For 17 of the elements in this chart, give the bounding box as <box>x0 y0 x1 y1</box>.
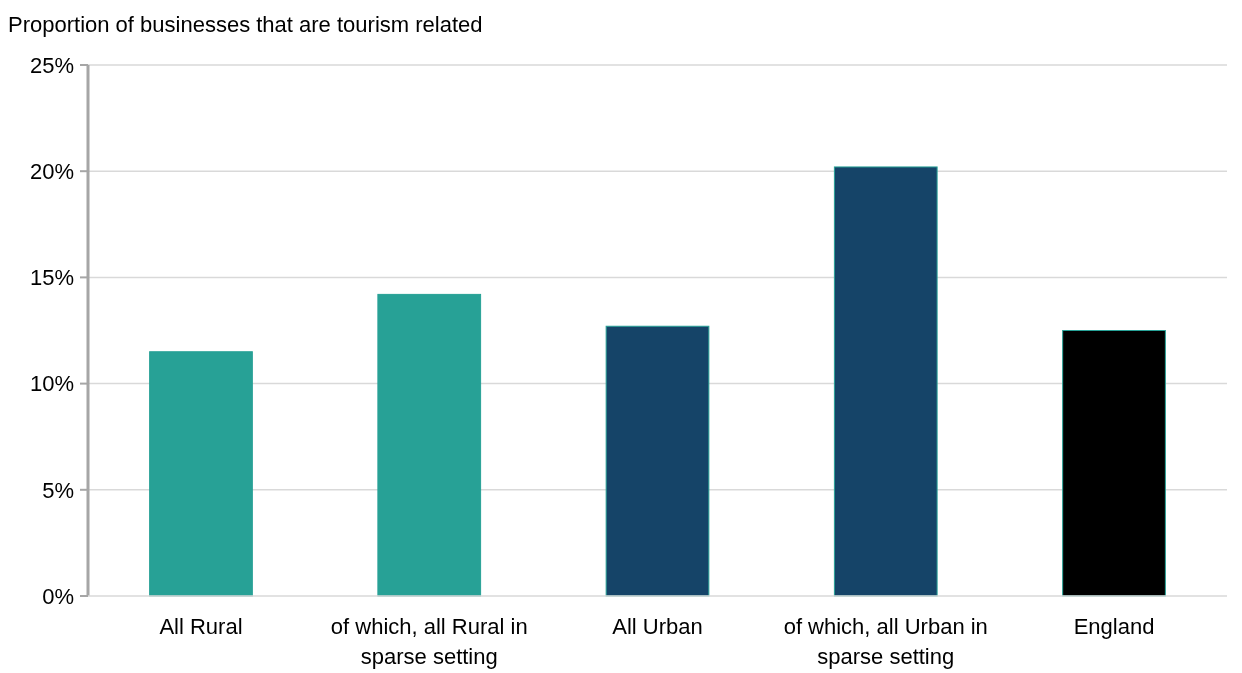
x-tick-label: All Rural <box>159 614 243 639</box>
y-tick-label: 15% <box>29 265 74 291</box>
y-tick-label: 0% <box>42 583 74 609</box>
x-tick-label: England <box>1073 614 1155 639</box>
x-tick-label: All Urban <box>612 614 703 639</box>
y-tick-label: 20% <box>29 158 74 184</box>
bar <box>1062 330 1166 597</box>
y-tick-label: 10% <box>29 371 74 397</box>
y-axis-title: Proportion of businesses that are tourism related <box>8 12 483 37</box>
x-tick-label: of which, all Urban in sparse setting <box>783 614 988 669</box>
bar <box>149 351 253 597</box>
y-tick-label: 5% <box>42 477 74 503</box>
y-tick-label: 25% <box>29 52 74 78</box>
x-tick-label: of which, all Rural in sparse setting <box>330 614 528 669</box>
bar <box>833 166 938 597</box>
bar <box>605 325 710 597</box>
bar <box>377 293 482 597</box>
